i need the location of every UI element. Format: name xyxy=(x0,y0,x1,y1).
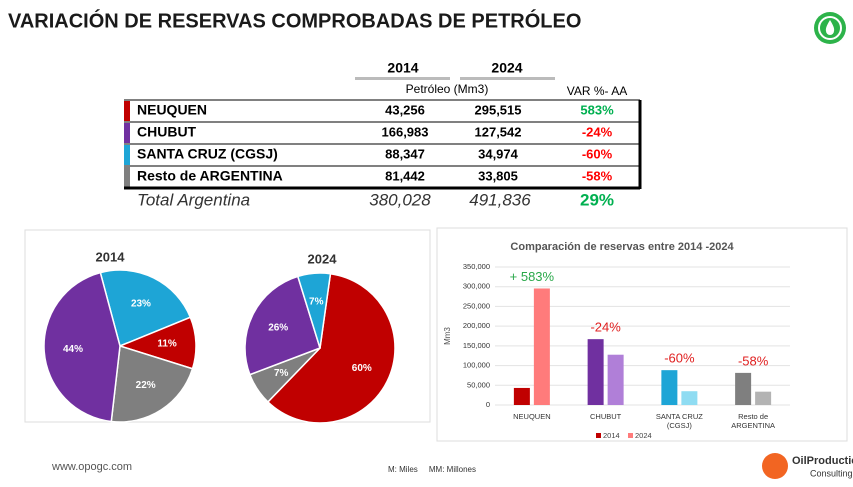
logo xyxy=(762,453,788,479)
row-name: NEUQUEN xyxy=(137,102,207,118)
pie-label: 11% xyxy=(157,339,177,350)
bar xyxy=(587,339,604,405)
header-underline xyxy=(460,77,555,80)
bar xyxy=(513,387,530,405)
change-header: VAR %- AA xyxy=(567,84,627,98)
row-name: SANTA CRUZ (CGSJ) xyxy=(137,146,278,162)
pie-slice xyxy=(244,275,321,376)
row-name: Resto de ARGENTINA xyxy=(137,168,283,184)
icon xyxy=(825,20,835,35)
slide-title: VARIACIÓN DE RESERVAS COMPROBADAS DE PET… xyxy=(8,8,581,32)
pie-slice xyxy=(110,345,194,423)
pie-slice xyxy=(43,271,121,423)
pie-title: 2014 xyxy=(96,249,126,264)
bar xyxy=(533,288,550,405)
total-cell: 380,028 xyxy=(369,190,431,209)
pie-slice xyxy=(99,269,192,348)
cell: 81,442 xyxy=(385,168,425,183)
legend-swatch xyxy=(596,433,601,438)
bar-title: Comparación de reservas entre 2014 -2024 xyxy=(510,241,734,253)
column-header: 2014 xyxy=(387,60,418,76)
y-tick-label: 250,000 xyxy=(463,301,490,310)
y-tick-label: 0 xyxy=(486,400,490,409)
x-tick-label: CHUBUT xyxy=(590,412,622,421)
total-name: Total Argentina xyxy=(137,190,250,209)
y-tick-label: 350,000 xyxy=(463,262,490,271)
cell: 166,983 xyxy=(382,124,429,139)
pie-title: 2024 xyxy=(308,251,338,266)
legend-swatch xyxy=(628,433,633,438)
y-tick-label: 50,000 xyxy=(467,380,490,389)
footer-note: M: Miles MM: Millones xyxy=(388,465,476,474)
annotation: -60% xyxy=(664,351,695,366)
annotation: -24% xyxy=(590,320,621,335)
row-color xyxy=(124,145,130,165)
pie-label: 60% xyxy=(352,363,372,374)
legend-label: 2024 xyxy=(635,431,652,440)
row-color xyxy=(124,167,130,187)
header-underline xyxy=(355,77,450,80)
pie-slice xyxy=(266,272,396,424)
total-cell: 491,836 xyxy=(469,190,531,209)
cell: 43,256 xyxy=(385,102,425,117)
x-tick-label: Resto de ARGENTINA xyxy=(731,412,775,430)
annotation: -58% xyxy=(738,353,769,368)
cell: -58% xyxy=(582,168,613,183)
column-header: 2024 xyxy=(491,60,522,76)
total-cell: 29% xyxy=(580,190,614,209)
cell: 127,542 xyxy=(475,124,522,139)
cell: 88,347 xyxy=(385,146,425,161)
cell: -60% xyxy=(582,146,613,161)
y-tick-label: 100,000 xyxy=(463,361,490,370)
cell: -24% xyxy=(582,124,613,139)
y-tick-label: 300,000 xyxy=(463,282,490,291)
bar xyxy=(681,391,698,405)
unit-header: Petróleo (Mm3) xyxy=(406,82,489,96)
y-tick-label: 150,000 xyxy=(463,341,490,350)
bar xyxy=(755,391,772,405)
row-color xyxy=(124,123,130,143)
x-tick-label: SANTA CRUZ (CGSJ) xyxy=(655,412,703,430)
pie-label: 22% xyxy=(136,380,156,391)
cell: 34,974 xyxy=(478,146,519,161)
pie-panel xyxy=(24,229,431,423)
logo-text: OilProduction xyxy=(792,455,853,467)
bar xyxy=(607,354,624,405)
logo-text: Consulting xyxy=(810,468,853,478)
pie-label: 23% xyxy=(131,298,151,309)
bar xyxy=(735,372,752,405)
pie-label: 7% xyxy=(274,368,289,379)
row-name: CHUBUT xyxy=(137,124,197,140)
pie-slice xyxy=(296,272,332,349)
cell: 583% xyxy=(580,102,614,117)
legend-label: 2014 xyxy=(603,431,620,440)
pie-label: 44% xyxy=(63,344,83,355)
bar-panel xyxy=(436,227,848,442)
row-color xyxy=(124,101,130,121)
annotation: + 583% xyxy=(510,269,555,284)
y-tick-label: 200,000 xyxy=(463,321,490,330)
bar xyxy=(661,370,678,405)
pie-label: 26% xyxy=(268,322,288,333)
cell: 33,805 xyxy=(478,168,518,183)
x-tick-label: NEUQUEN xyxy=(513,412,551,421)
footer-url: www.opogc.com xyxy=(51,461,132,473)
pie-label: 7% xyxy=(309,296,324,307)
icon xyxy=(818,16,842,40)
cell: 295,515 xyxy=(475,102,522,117)
y-axis-label: Mm3 xyxy=(443,327,452,345)
